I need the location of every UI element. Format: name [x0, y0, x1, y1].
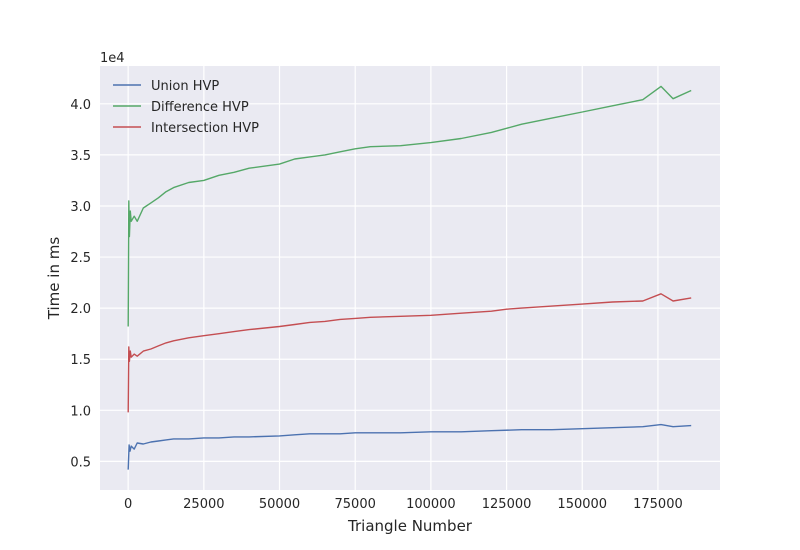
legend-label: Difference HVP — [151, 100, 249, 115]
series-line-difference-hvp — [127, 85, 692, 327]
y-tick-label: 1.0 — [70, 404, 91, 419]
y-offset-text: 1e4 — [100, 51, 125, 66]
series-line-union-hvp — [127, 423, 692, 470]
y-tick-label: 0.5 — [70, 455, 91, 470]
y-tick-label: 3.5 — [70, 149, 91, 164]
x-tick-label: 125000 — [482, 497, 532, 512]
y-axis: 0.5 1.0 1.5 2.0 2.5 3.0 3.5 4.0 — [70, 98, 91, 471]
y-tick-label: 3.0 — [70, 200, 91, 215]
x-tick-label: 175000 — [633, 497, 683, 512]
x-tick-label: 75000 — [335, 497, 376, 512]
x-tick-label: 50000 — [259, 497, 300, 512]
x-axis-label: Triangle Number — [347, 517, 473, 535]
y-axis-label: Time in ms — [45, 237, 63, 321]
y-tick-label: 1.5 — [70, 353, 91, 368]
legend-label: Intersection HVP — [151, 121, 259, 136]
x-tick-label: 0 — [124, 497, 132, 512]
legend: Union HVP Difference HVP Intersection HVP — [113, 79, 259, 136]
y-tick-label: 2.5 — [70, 251, 91, 266]
series-layer — [127, 85, 692, 470]
grid — [100, 66, 720, 490]
x-axis: 0 25000 50000 75000 100000 125000 150000 175000 — [124, 497, 683, 512]
y-tick-label: 4.0 — [70, 98, 91, 113]
x-tick-label: 100000 — [406, 497, 456, 512]
y-tick-label: 2.0 — [70, 302, 91, 317]
series-line-intersection-hvp — [127, 293, 692, 413]
x-tick-label: 150000 — [557, 497, 607, 512]
x-tick-label: 25000 — [183, 497, 224, 512]
legend-label: Union HVP — [151, 79, 219, 94]
